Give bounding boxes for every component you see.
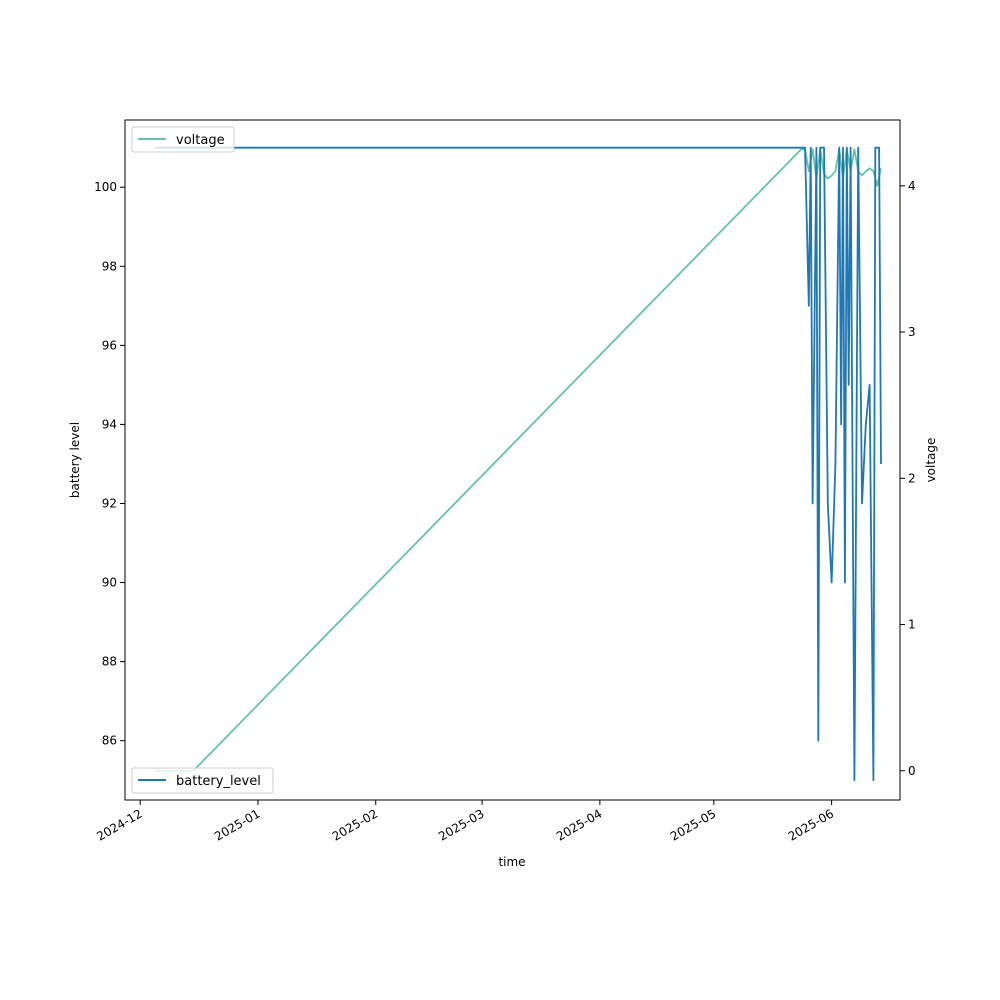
y2-tick-label: 0 xyxy=(908,764,916,778)
y-tick-label: 96 xyxy=(102,338,117,352)
y2-tick-label: 1 xyxy=(908,618,916,632)
y2-tick-label: 2 xyxy=(908,471,916,485)
plot-frame xyxy=(124,119,901,801)
x-axis-label: time xyxy=(498,855,525,869)
y-axis-label: battery level xyxy=(68,422,82,498)
y-tick-label: 90 xyxy=(102,576,117,590)
legend-battery-level: battery_level xyxy=(131,767,274,794)
legend-box-voltage xyxy=(131,126,235,153)
y2-tick-label: 3 xyxy=(908,325,916,339)
y-axis-right: 0 1 2 3 4 xyxy=(900,179,916,778)
y2-tick-label: 4 xyxy=(908,179,916,193)
y-tick-label: 98 xyxy=(102,259,117,273)
legend-label-battery-level: battery_level xyxy=(176,774,261,789)
legend-box-battery-level xyxy=(131,767,274,794)
series-line-voltage xyxy=(155,148,882,772)
y-tick-label: 100 xyxy=(94,180,117,194)
y-tick-label: 92 xyxy=(102,496,117,510)
y-axis-left: 86 88 90 92 94 96 98 100 xyxy=(94,180,125,748)
y-tick-label: 86 xyxy=(102,734,117,748)
series-line-battery-level xyxy=(155,146,882,782)
y-tick-label: 94 xyxy=(102,417,117,431)
legend-voltage: voltage xyxy=(131,126,235,153)
y-tick-label: 88 xyxy=(102,655,117,669)
legend-label-voltage: voltage xyxy=(176,133,225,148)
y2-axis-label: voltage xyxy=(924,438,938,483)
